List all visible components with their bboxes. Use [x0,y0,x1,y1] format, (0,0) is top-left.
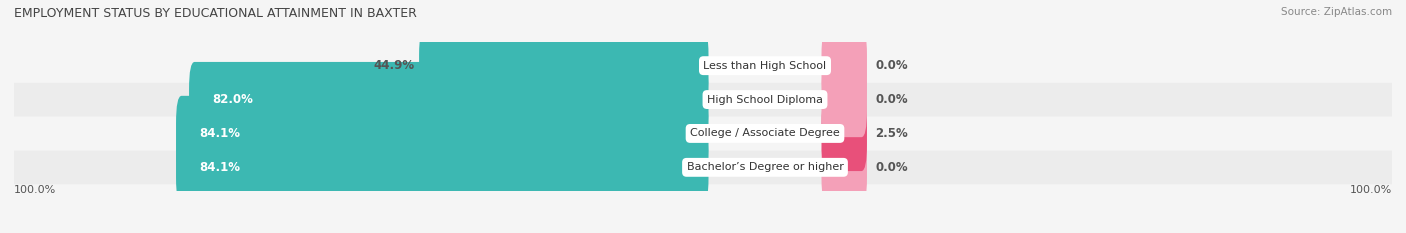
FancyBboxPatch shape [821,96,868,171]
Text: 0.0%: 0.0% [875,93,908,106]
FancyBboxPatch shape [14,49,1392,83]
Text: 0.0%: 0.0% [875,59,908,72]
FancyBboxPatch shape [821,130,868,205]
Text: 84.1%: 84.1% [198,161,240,174]
FancyBboxPatch shape [821,28,868,103]
FancyBboxPatch shape [14,83,1392,116]
Text: 84.1%: 84.1% [198,127,240,140]
Text: 100.0%: 100.0% [14,185,56,195]
FancyBboxPatch shape [176,96,709,171]
Text: Source: ZipAtlas.com: Source: ZipAtlas.com [1281,7,1392,17]
FancyBboxPatch shape [14,116,1392,150]
FancyBboxPatch shape [14,150,1392,184]
FancyBboxPatch shape [176,130,709,205]
Text: 2.5%: 2.5% [875,127,908,140]
Text: 44.9%: 44.9% [373,59,415,72]
Text: Bachelor’s Degree or higher: Bachelor’s Degree or higher [686,162,844,172]
Text: High School Diploma: High School Diploma [707,95,823,105]
Text: Less than High School: Less than High School [703,61,827,71]
FancyBboxPatch shape [188,62,709,137]
FancyBboxPatch shape [419,28,709,103]
Text: College / Associate Degree: College / Associate Degree [690,128,839,138]
Text: 82.0%: 82.0% [212,93,253,106]
Text: 100.0%: 100.0% [1350,185,1392,195]
Text: EMPLOYMENT STATUS BY EDUCATIONAL ATTAINMENT IN BAXTER: EMPLOYMENT STATUS BY EDUCATIONAL ATTAINM… [14,7,418,20]
Text: 0.0%: 0.0% [875,161,908,174]
FancyBboxPatch shape [821,62,868,137]
